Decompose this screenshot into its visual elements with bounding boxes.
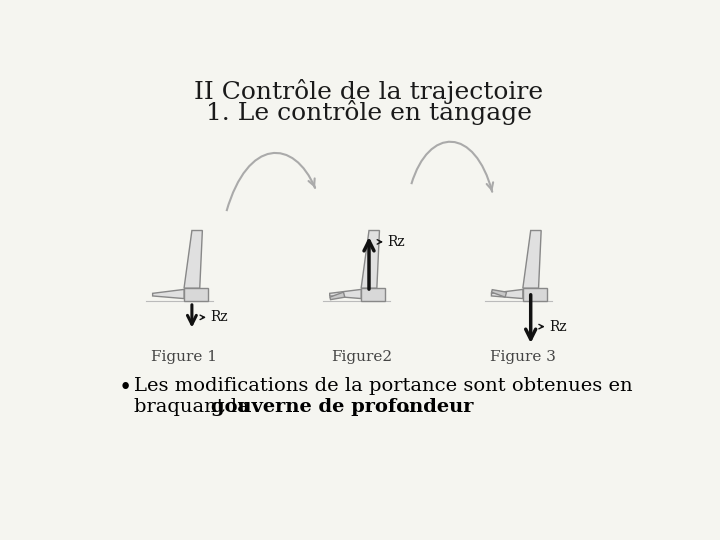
Text: Figure2: Figure2 bbox=[330, 350, 392, 364]
Text: •: • bbox=[119, 377, 132, 399]
Polygon shape bbox=[523, 288, 547, 301]
Polygon shape bbox=[184, 288, 208, 301]
Text: Figure 1: Figure 1 bbox=[151, 350, 217, 364]
Polygon shape bbox=[492, 289, 506, 297]
Polygon shape bbox=[184, 231, 202, 288]
Polygon shape bbox=[330, 292, 345, 300]
Polygon shape bbox=[330, 289, 361, 299]
Text: Les modifications de la portance sont obtenues en: Les modifications de la portance sont ob… bbox=[134, 377, 633, 395]
Text: Rz: Rz bbox=[210, 310, 228, 325]
Text: 1. Le contrôle en tangage: 1. Le contrôle en tangage bbox=[206, 100, 532, 125]
Text: .: . bbox=[404, 398, 410, 416]
Polygon shape bbox=[492, 289, 523, 299]
Text: gouverne de profondeur: gouverne de profondeur bbox=[211, 398, 474, 416]
Polygon shape bbox=[361, 231, 379, 288]
Text: Rz: Rz bbox=[549, 320, 567, 334]
Polygon shape bbox=[361, 288, 385, 301]
Text: braquant la: braquant la bbox=[134, 398, 255, 416]
Text: Rz: Rz bbox=[387, 235, 405, 249]
Polygon shape bbox=[523, 231, 541, 288]
Polygon shape bbox=[153, 289, 184, 299]
Text: Figure 3: Figure 3 bbox=[490, 350, 556, 364]
Text: II Contrôle de la trajectoire: II Contrôle de la trajectoire bbox=[194, 79, 544, 104]
